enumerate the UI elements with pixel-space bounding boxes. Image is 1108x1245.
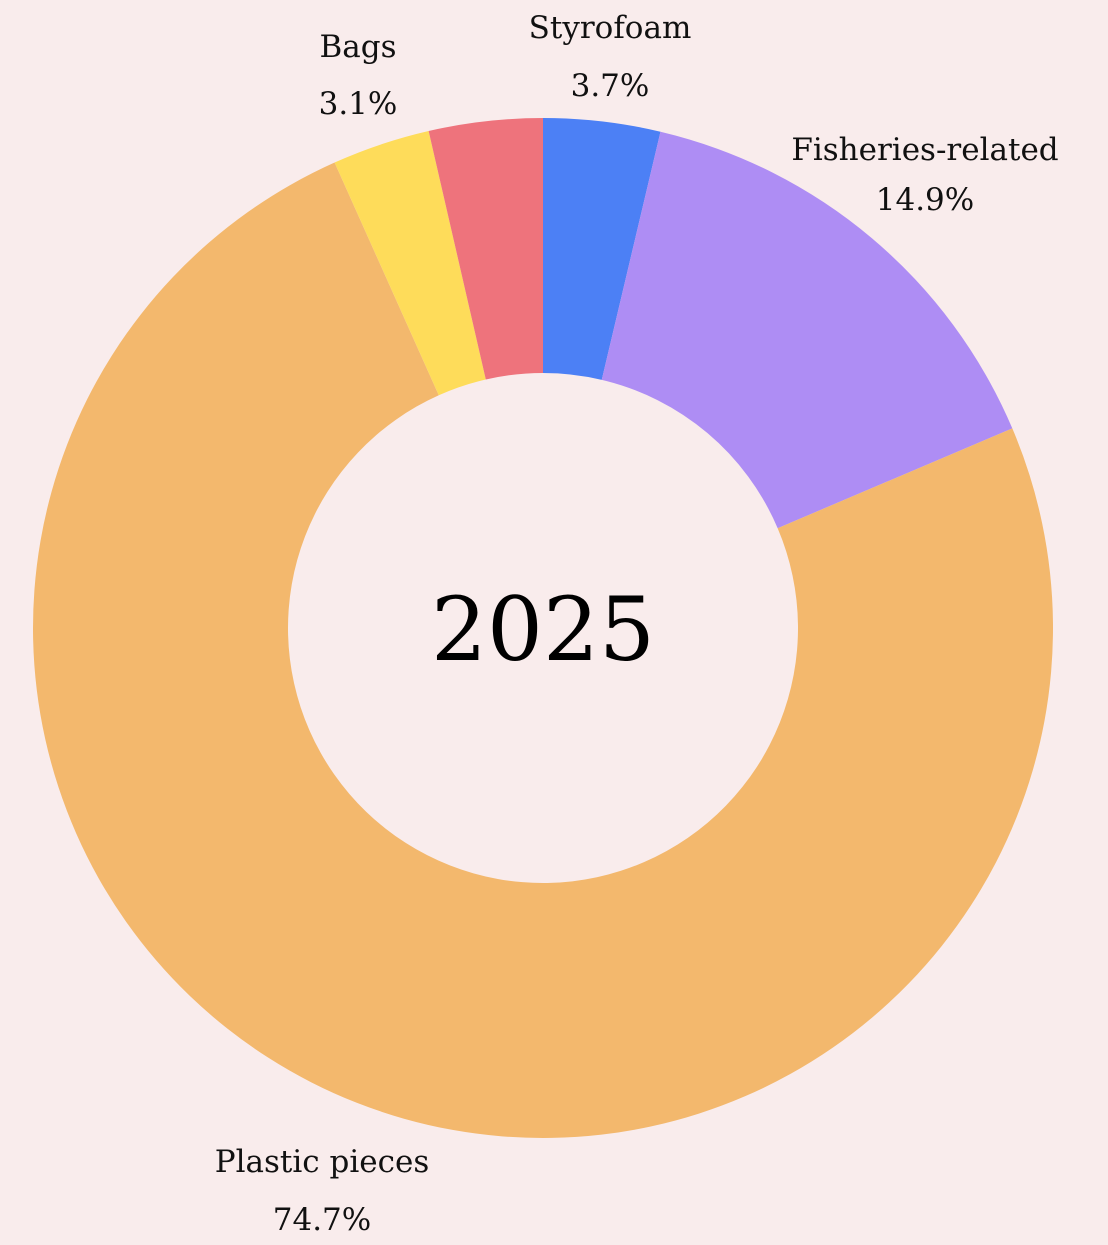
slice-value-fisheries-related: 14.9% bbox=[876, 182, 974, 218]
slice-name-styrofoam: Styrofoam bbox=[529, 10, 692, 46]
slice-plastic-pieces bbox=[32, 162, 1053, 1139]
slice-styrofoam bbox=[543, 118, 661, 380]
center-label: 2025 bbox=[431, 578, 655, 681]
slices bbox=[32, 118, 1053, 1139]
slice-name-fisheries-related: Fisheries-related bbox=[791, 132, 1058, 168]
slice-fisheries-related bbox=[601, 131, 1013, 529]
slice-value-styrofoam: 3.7% bbox=[571, 68, 650, 104]
slice-value-plastic-pieces: 74.7% bbox=[273, 1202, 371, 1238]
slice-unlabeled bbox=[428, 118, 543, 380]
slice-labels: Styrofoam 3.7% Fisheries-related 14.9% Plast… bbox=[215, 10, 1059, 1238]
slice-name-bags: Bags bbox=[319, 29, 396, 65]
slice-value-bags: 3.1% bbox=[319, 86, 398, 122]
slice-bags bbox=[334, 130, 486, 396]
slice-name-plastic-pieces: Plastic pieces bbox=[215, 1144, 429, 1180]
